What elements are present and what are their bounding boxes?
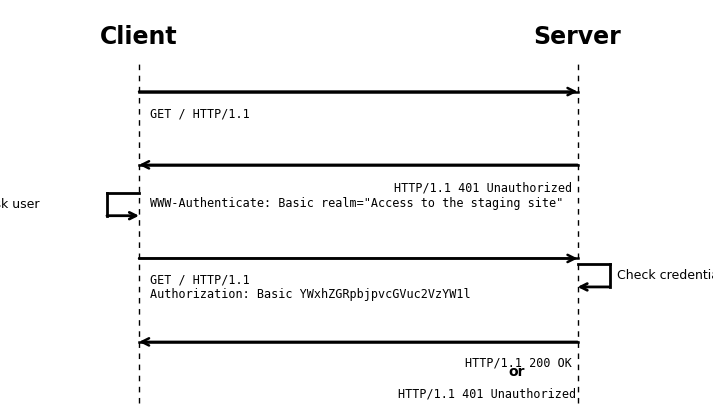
Text: HTTP/1.1 401 Unauthorized: HTTP/1.1 401 Unauthorized — [398, 387, 576, 400]
Text: WWW-Authenticate: Basic realm="Access to the staging site": WWW-Authenticate: Basic realm="Access to… — [150, 197, 563, 210]
Text: Authorization: Basic YWxhZGRpbjpvcGVuc2VzYW1l: Authorization: Basic YWxhZGRpbjpvcGVuc2V… — [150, 288, 471, 301]
Text: GET / HTTP/1.1: GET / HTTP/1.1 — [150, 108, 250, 121]
Text: GET / HTTP/1.1: GET / HTTP/1.1 — [150, 274, 250, 287]
Text: HTTP/1.1 200 OK: HTTP/1.1 200 OK — [465, 357, 572, 370]
Text: or: or — [508, 365, 525, 379]
Text: Client: Client — [101, 25, 178, 48]
Text: Ask user: Ask user — [0, 198, 39, 211]
Text: Server: Server — [533, 25, 622, 48]
Text: Check credentials: Check credentials — [617, 269, 713, 282]
Text: HTTP/1.1 401 Unauthorized: HTTP/1.1 401 Unauthorized — [394, 181, 572, 194]
